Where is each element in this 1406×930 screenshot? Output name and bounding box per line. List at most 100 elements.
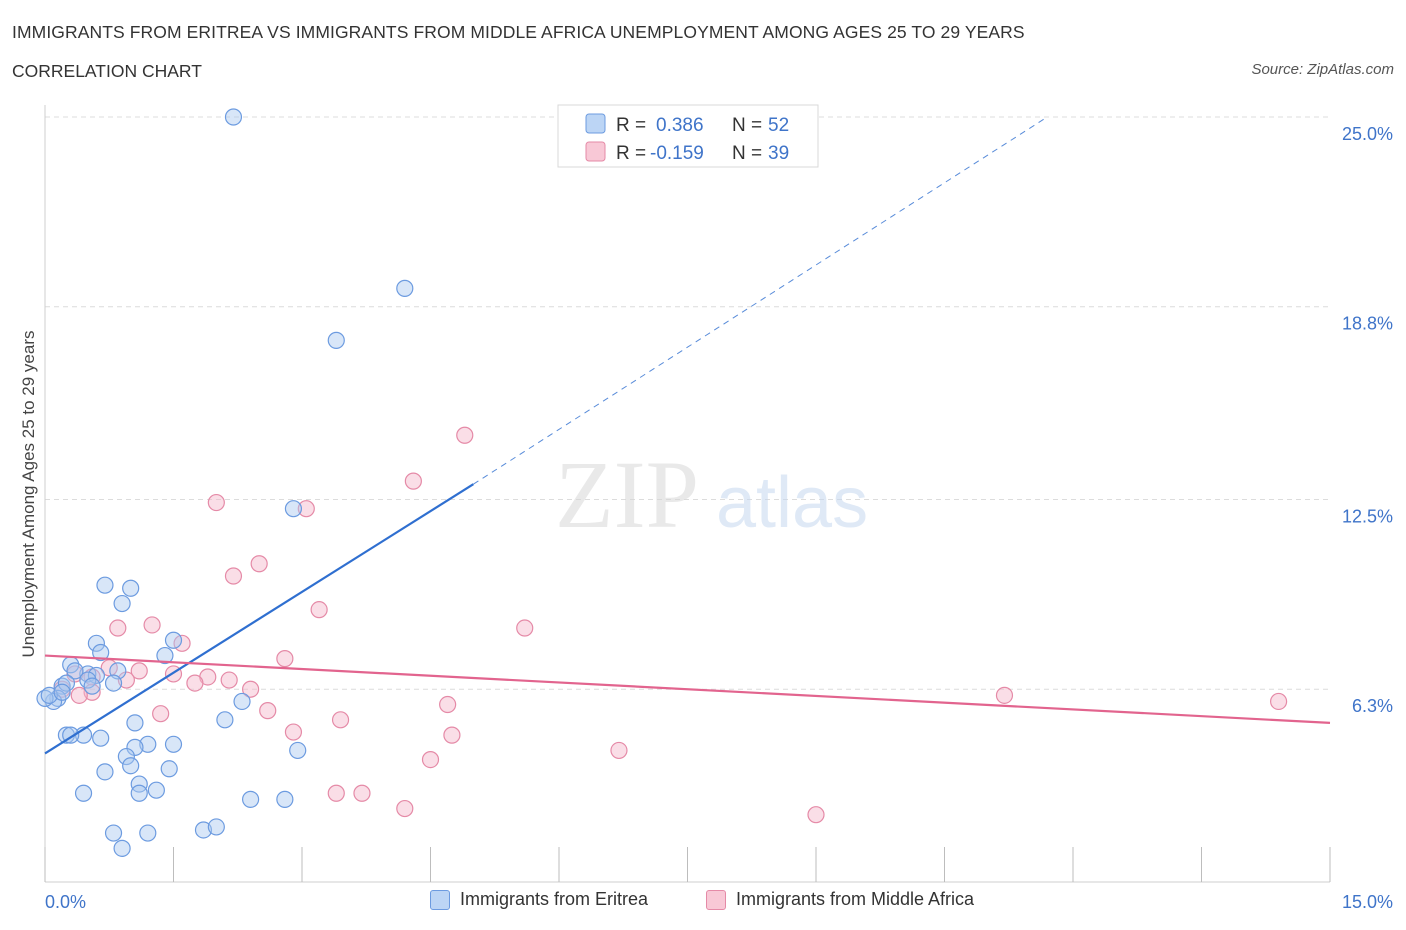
legend-n-value-2: 39 xyxy=(768,143,789,164)
africa-point-31 xyxy=(284,723,303,741)
watermark-atlas: atlas xyxy=(716,463,868,543)
africa-point-4 xyxy=(250,555,268,573)
eritrea-point-30 xyxy=(139,735,157,753)
eritrea-point-49 xyxy=(113,839,131,857)
grid-lines xyxy=(45,116,1330,690)
trend-line-eritrea-extension xyxy=(473,116,1048,485)
africa-point-36 xyxy=(327,784,345,802)
africa-point-18 xyxy=(117,671,135,689)
eritrea-point-43 xyxy=(242,790,260,808)
eritrea-point-7 xyxy=(164,631,183,649)
chart-title: IMMIGRANTS FROM ERITREA VS IMMIGRANTS FR… xyxy=(12,22,1025,42)
eritrea-point-46 xyxy=(139,824,157,842)
trend-line-middle-africa xyxy=(44,654,1331,724)
eritrea-point-37 xyxy=(160,760,178,778)
y-tick-label-1: 12.5% xyxy=(1342,507,1393,527)
eritrea-point-8 xyxy=(87,634,106,652)
y-axis-label: Unemployment Among Ages 25 to 29 years xyxy=(19,331,38,658)
africa-point-23 xyxy=(70,686,88,704)
eritrea-point-44 xyxy=(276,790,294,808)
x-tick-label-0: 0.0% xyxy=(45,892,86,912)
africa-point-25 xyxy=(995,686,1014,704)
eritrea-point-20 xyxy=(83,677,101,695)
eritrea-point-1 xyxy=(396,279,414,297)
africa-point-0 xyxy=(456,426,474,444)
eritrea-point-25 xyxy=(216,711,234,729)
eritrea-point-0 xyxy=(224,108,243,126)
legend-n-value-1: 52 xyxy=(768,115,789,136)
africa-point-33 xyxy=(610,741,628,760)
eritrea-point-31 xyxy=(126,738,144,756)
eritrea-point-9 xyxy=(156,646,174,665)
eritrea-point-18 xyxy=(57,674,76,692)
eritrea-point-13 xyxy=(66,662,84,680)
africa-point-38 xyxy=(807,806,825,824)
stats-legend: R = 0.386 N = 52 R = -0.159 N = 39 xyxy=(557,104,819,168)
legend-swatch-africa xyxy=(585,141,606,162)
eritrea-point-5 xyxy=(122,579,140,597)
africa-point-8 xyxy=(143,616,161,634)
eritrea-point-26 xyxy=(126,714,144,732)
legend-item-africa: Immigrants from Middle Africa xyxy=(706,889,974,910)
africa-point-19 xyxy=(220,671,238,689)
eritrea-point-29 xyxy=(92,729,110,747)
eritrea-point-42 xyxy=(130,784,148,802)
eritrea-point-6 xyxy=(113,594,131,613)
legend-r-label-2: R = xyxy=(616,143,646,164)
axes xyxy=(44,105,1331,883)
eritrea-point-41 xyxy=(74,784,93,802)
eritrea-point-48 xyxy=(207,818,225,836)
africa-point-35 xyxy=(353,784,371,802)
legend-r-value-1: 0.386 xyxy=(656,115,704,136)
africa-point-3 xyxy=(297,500,315,518)
eritrea-point-45 xyxy=(104,824,123,842)
legend-swatch-africa-bottom xyxy=(706,889,726,910)
series-eritrea-points xyxy=(36,108,414,857)
eritrea-point-34 xyxy=(289,741,307,760)
trend-lines xyxy=(44,116,1331,755)
source-credit: Source: ZipAtlas.com xyxy=(1251,61,1394,78)
eritrea-point-10 xyxy=(92,643,110,662)
y-tick-label-0: 6.3% xyxy=(1352,696,1393,716)
legend-n-label-2: N = xyxy=(732,143,762,164)
legend-label-eritrea: Immigrants from Eritrea xyxy=(460,889,649,909)
legend-r-value-2: -0.159 xyxy=(650,143,704,164)
eritrea-point-38 xyxy=(96,763,114,781)
africa-point-11 xyxy=(276,650,294,668)
legend-label-africa: Immigrants from Middle Africa xyxy=(736,889,975,909)
africa-point-28 xyxy=(259,702,277,720)
legend-item-eritrea: Immigrants from Eritrea xyxy=(430,889,648,910)
africa-point-29 xyxy=(152,705,170,723)
africa-point-6 xyxy=(310,601,328,619)
africa-point-34 xyxy=(421,750,440,769)
africa-point-1 xyxy=(404,472,422,490)
eritrea-point-50 xyxy=(40,686,58,704)
africa-point-15 xyxy=(130,662,148,680)
africa-point-21 xyxy=(242,680,260,698)
africa-point-5 xyxy=(224,567,243,585)
eritrea-point-36 xyxy=(122,757,140,775)
tick-labels: 6.3% 12.5% 18.8% 25.0% 0.0% 15.0% xyxy=(45,124,1393,912)
trend-line-eritrea xyxy=(44,483,474,755)
y-tick-label-2: 18.8% xyxy=(1342,314,1393,334)
eritrea-point-51 xyxy=(53,683,71,701)
eritrea-point-2 xyxy=(327,331,345,349)
africa-point-26 xyxy=(1269,692,1288,711)
x-tick-label-1: 15.0% xyxy=(1342,892,1393,912)
legend-swatch-eritrea xyxy=(585,113,606,134)
eritrea-point-4 xyxy=(96,576,114,594)
africa-point-37 xyxy=(396,799,414,818)
eritrea-point-40 xyxy=(147,781,165,799)
watermark-zip: ZIP xyxy=(555,441,699,548)
legend-swatch-eritrea-bottom xyxy=(430,889,450,910)
watermark: ZIP atlas xyxy=(555,441,868,548)
legend-n-label-1: N = xyxy=(732,115,762,136)
legend-r-label-1: R = xyxy=(616,115,646,136)
africa-point-30 xyxy=(331,711,350,729)
africa-point-9 xyxy=(109,619,127,637)
eritrea-point-24 xyxy=(233,692,251,711)
eritrea-point-19 xyxy=(104,674,123,692)
africa-point-20 xyxy=(186,674,204,692)
africa-point-27 xyxy=(439,695,457,714)
